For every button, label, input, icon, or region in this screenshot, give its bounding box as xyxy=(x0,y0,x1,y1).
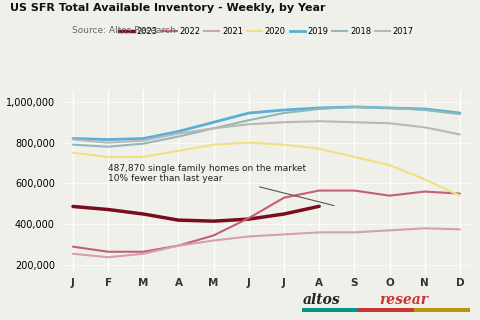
Text: US SFR Total Available Inventory - Weekly, by Year: US SFR Total Available Inventory - Weekl… xyxy=(10,3,325,13)
Bar xyxy=(302,308,359,312)
Legend: 2023, 2022, 2021, 2020, 2019, 2018, 2017: 2023, 2022, 2021, 2020, 2019, 2018, 2017 xyxy=(116,23,417,39)
Text: resear: resear xyxy=(379,293,428,307)
Text: Source: Altos Research: Source: Altos Research xyxy=(72,26,176,35)
Text: altos: altos xyxy=(302,293,340,307)
Bar xyxy=(359,308,414,312)
Bar xyxy=(414,308,470,312)
Text: 487,870 single family homes on the market
10% fewer than last year: 487,870 single family homes on the marke… xyxy=(108,164,334,206)
